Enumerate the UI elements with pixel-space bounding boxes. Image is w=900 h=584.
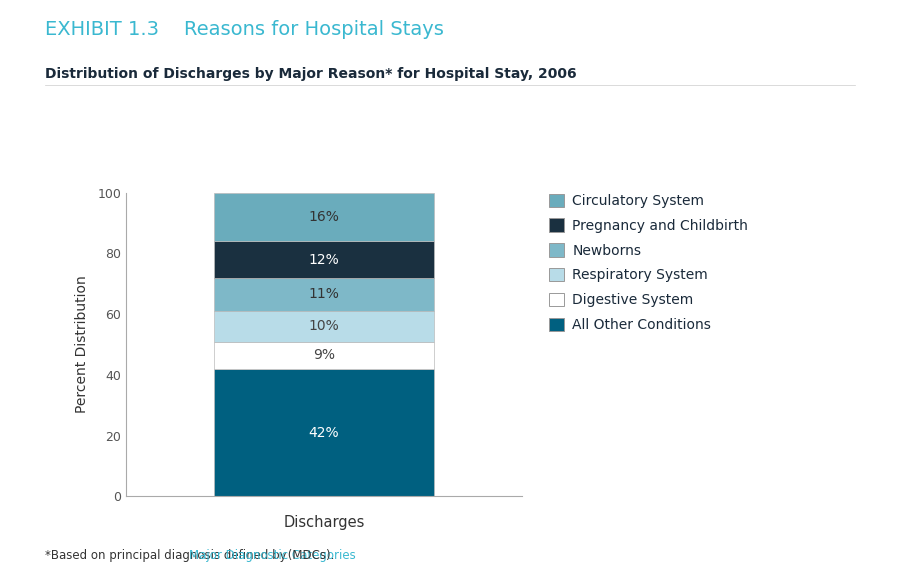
Bar (214, 278, 434, 311)
Bar (214, 241, 434, 278)
Text: (MDCs).: (MDCs). (284, 549, 334, 562)
Text: 10%: 10% (309, 319, 339, 333)
Bar (214, 369, 434, 496)
Text: 42%: 42% (309, 426, 339, 440)
Text: 9%: 9% (313, 348, 335, 362)
Y-axis label: Percent Distribution: Percent Distribution (75, 276, 89, 413)
Text: 12%: 12% (309, 252, 339, 266)
Text: Major Diagnostic Categories: Major Diagnostic Categories (189, 549, 356, 562)
Text: *Based on principal diagnosis defined by: *Based on principal diagnosis defined by (45, 549, 291, 562)
Bar (214, 311, 434, 342)
Legend: Circulatory System, Pregnancy and Childbirth, Newborns, Respiratory System, Dige: Circulatory System, Pregnancy and Childb… (549, 193, 748, 332)
Text: Distribution of Discharges by Major Reason* for Hospital Stay, 2006: Distribution of Discharges by Major Reas… (45, 67, 577, 81)
Text: 16%: 16% (309, 210, 339, 224)
Text: EXHIBIT 1.3    Reasons for Hospital Stays: EXHIBIT 1.3 Reasons for Hospital Stays (45, 20, 444, 40)
X-axis label: Discharges: Discharges (284, 515, 364, 530)
Bar (214, 342, 434, 369)
Bar (214, 193, 434, 241)
Text: 11%: 11% (309, 287, 339, 301)
